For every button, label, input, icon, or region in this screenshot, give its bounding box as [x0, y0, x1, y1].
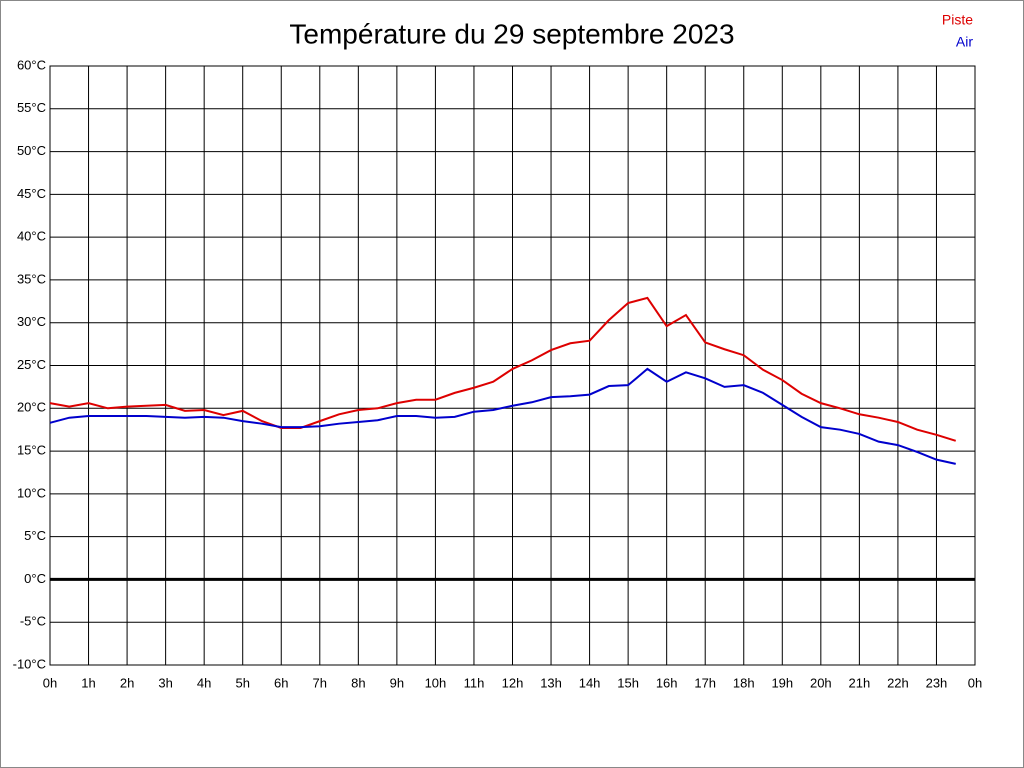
x-tick-label: 2h	[120, 675, 134, 690]
x-tick-label: 5h	[235, 675, 249, 690]
x-tick-label: 1h	[81, 675, 95, 690]
y-tick-label: 50°C	[17, 143, 46, 158]
y-tick-label: 25°C	[17, 357, 46, 372]
y-tick-label: 35°C	[17, 271, 46, 286]
x-tick-label: 11h	[464, 675, 485, 690]
x-tick-label: 21h	[849, 675, 871, 690]
x-tick-label: 13h	[540, 675, 562, 690]
y-tick-label: 5°C	[24, 528, 46, 543]
chart-title: Température du 29 septembre 2023	[289, 18, 734, 49]
y-tick-label: -5°C	[20, 614, 46, 629]
x-tick-label: 0h	[43, 675, 57, 690]
y-tick-label: 45°C	[17, 186, 46, 201]
x-tick-label: 6h	[274, 675, 288, 690]
x-tick-label: 17h	[694, 675, 716, 690]
x-tick-label: 4h	[197, 675, 211, 690]
x-tick-label: 14h	[579, 675, 601, 690]
x-tick-label: 8h	[351, 675, 365, 690]
x-tick-label: 12h	[502, 675, 524, 690]
x-tick-label: 3h	[158, 675, 172, 690]
y-tick-label: 40°C	[17, 229, 46, 244]
y-tick-label: 20°C	[17, 400, 46, 415]
legend-entry: Air	[956, 34, 973, 50]
x-tick-label: 10h	[425, 675, 447, 690]
y-tick-label: 30°C	[17, 314, 46, 329]
x-tick-label: 9h	[390, 675, 404, 690]
line-series	[49, 367, 956, 465]
legend-entry: Piste	[942, 12, 973, 28]
x-tick-label: 20h	[810, 675, 832, 690]
x-tick-label: 15h	[617, 675, 639, 690]
x-tick-label: 23h	[926, 675, 948, 690]
y-tick-label: -10°C	[13, 656, 46, 671]
x-tick-label: 19h	[771, 675, 793, 690]
x-tick-label: 0h	[968, 675, 982, 690]
y-tick-label: 60°C	[17, 57, 46, 72]
y-tick-label: 10°C	[17, 485, 46, 500]
x-tick-label: 7h	[313, 675, 327, 690]
x-tick-label: 22h	[887, 675, 909, 690]
x-tick-label: 18h	[733, 675, 755, 690]
line-series	[49, 296, 957, 442]
y-tick-label: 0°C	[24, 571, 46, 586]
x-tick-label: 16h	[656, 675, 678, 690]
y-tick-label: 55°C	[17, 100, 46, 115]
y-tick-label: 15°C	[17, 443, 46, 458]
